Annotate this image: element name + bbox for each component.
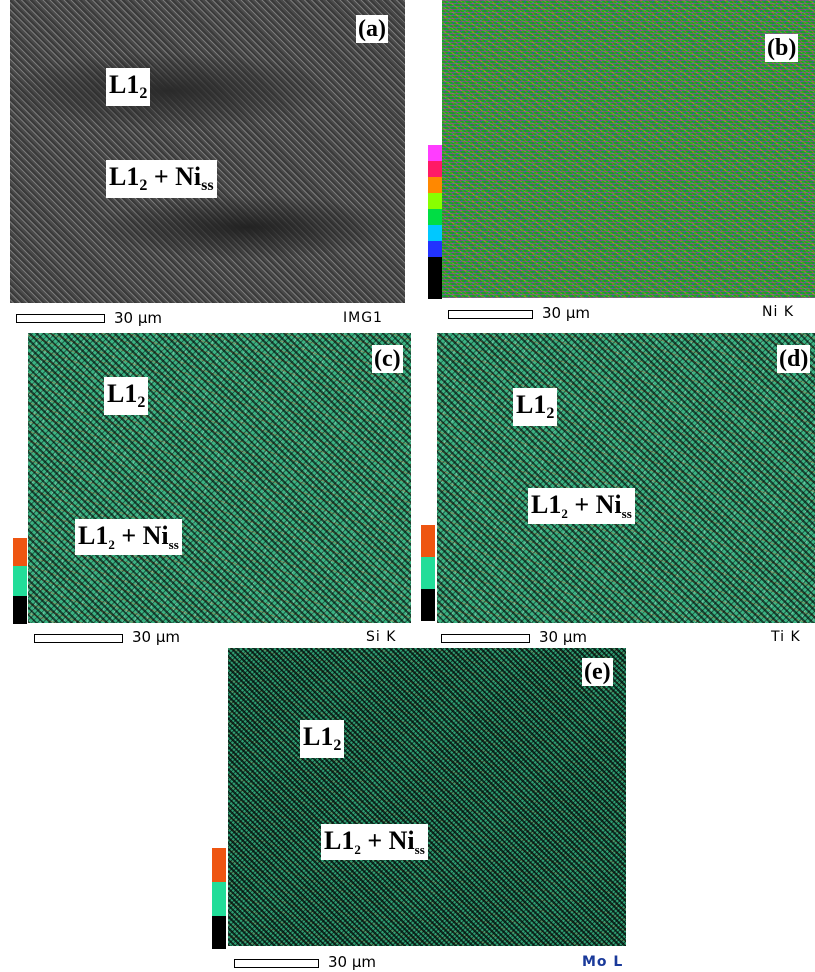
panel-c: (c) L12 L12 + Niss 30 µm Si K: [0, 333, 415, 646]
panel-b-tag: (b): [765, 34, 799, 62]
color-scale: [13, 538, 27, 624]
scale-label: 30 µm: [539, 628, 588, 646]
scale-label: 30 µm: [132, 628, 181, 646]
panel-e-tag: (e): [582, 658, 613, 686]
scale-bar: [448, 310, 533, 319]
label-l12-niss: L12 + Niss: [528, 488, 635, 524]
element-code: Ti K: [771, 629, 801, 645]
scale-label: 30 µm: [114, 309, 163, 327]
ni-element-map: [442, 0, 815, 298]
panel-e: (e) L12 L12 + Niss 30 µm Mo L: [210, 648, 630, 972]
mo-element-map: [228, 648, 626, 946]
scale-bar: [16, 314, 105, 323]
scale-label: 30 µm: [328, 953, 377, 971]
panel-a: (a) L12 L12 + Niss 30 µm IMG1: [0, 0, 410, 330]
color-scale: [421, 525, 435, 621]
scale-bar: [234, 959, 319, 968]
color-scale: [212, 848, 226, 949]
image-code: IMG1: [343, 310, 383, 326]
element-code: Mo L: [582, 954, 624, 970]
color-scale: [428, 145, 442, 299]
element-code: Ni K: [762, 304, 794, 320]
panel-d-tag: (d): [777, 345, 811, 373]
scale-label: 30 µm: [542, 304, 591, 322]
element-code: Si K: [366, 629, 397, 645]
panel-a-tag: (a): [356, 15, 388, 43]
label-l12-niss: L12 + Niss: [321, 824, 428, 860]
si-element-map: [28, 333, 411, 623]
label-l12-niss: L12 + Niss: [106, 160, 217, 198]
scale-bar: [34, 634, 123, 643]
ti-element-map: [437, 333, 815, 623]
panel-d: (d) L12 L12 + Niss 30 µm Ti K: [417, 333, 815, 646]
scale-bar: [441, 634, 530, 643]
panel-b: (b) 30 µm Ni K: [420, 0, 815, 330]
label-l12: L12: [106, 68, 151, 106]
label-l12: L12: [104, 377, 149, 415]
label-l12: L12: [300, 720, 345, 758]
panel-c-tag: (c): [372, 345, 403, 373]
label-l12: L12: [513, 388, 558, 426]
sem-micrograph: [10, 0, 405, 303]
label-l12-niss: L12 + Niss: [75, 519, 182, 555]
